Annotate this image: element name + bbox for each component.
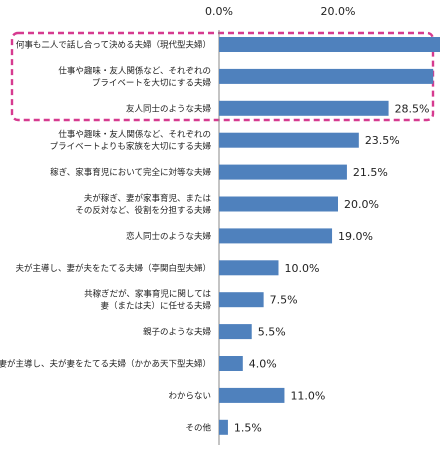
bar: [219, 100, 389, 116]
data-label: 23.5%: [365, 134, 400, 147]
x-tick-label: 20.0%: [321, 5, 356, 18]
bar: [219, 37, 440, 52]
data-label: 11.0%: [290, 389, 325, 402]
bars: 49.5%何事も二人で話し合って決める夫婦（現代型夫婦）36.0%仕事や趣味・友…: [0, 37, 440, 435]
category-label: 仕事や趣味・友人関係など、それぞれの: [58, 65, 211, 76]
data-label: 20.0%: [344, 198, 379, 211]
category-label: 夫が稼ぎ、妻が家事育児、または: [84, 193, 212, 204]
data-label: 5.5%: [258, 326, 286, 339]
data-label: 1.5%: [234, 421, 262, 434]
bar: [219, 260, 279, 276]
bar: [219, 68, 434, 84]
category-label: 共稼ぎだが、家事育児に関しては: [84, 289, 211, 300]
data-label: 10.0%: [285, 262, 320, 275]
category-label: 夫が主導し、妻が夫をたてる夫婦（亭関白型夫婦）: [15, 263, 211, 274]
data-label: 19.0%: [338, 230, 373, 243]
category-label: 恋人同士のような夫婦: [126, 231, 212, 242]
bar: [219, 419, 228, 435]
bar: [219, 132, 359, 148]
bar: [219, 292, 264, 308]
category-label: その反対など、役割を分担する夫婦: [75, 205, 211, 216]
category-label: 妻が主導し、夫が妻をたてる夫婦（かかあ天下型夫婦）: [0, 359, 211, 370]
category-label: 親子のような夫婦: [143, 327, 212, 338]
x-axis-ticks: 0.0%20.0%40.0%60.0%: [205, 5, 440, 18]
bar: [219, 324, 252, 340]
bar: [219, 387, 285, 403]
x-tick-label: 0.0%: [205, 5, 233, 18]
category-label: わからない: [168, 391, 211, 401]
bar: [219, 196, 338, 212]
data-label: 7.5%: [270, 294, 298, 307]
category-label: 友人同士のような夫婦: [126, 103, 212, 114]
bar: [219, 356, 243, 371]
data-label: 28.5%: [395, 102, 430, 115]
category-label: プライベートを大切にする夫婦: [92, 77, 212, 88]
category-label: 稼ぎ、家事育児において完全に対等な夫婦: [50, 167, 211, 178]
category-label: 仕事や趣味・友人関係など、それぞれの: [58, 129, 211, 140]
data-label: 4.0%: [249, 358, 277, 371]
data-label: 21.5%: [353, 166, 388, 179]
category-label: その他: [185, 422, 211, 433]
category-label: プライベートよりも家族を大切にする夫婦: [50, 141, 212, 152]
category-label: 妻（または夫）に任せる夫婦: [100, 301, 211, 312]
bar: [219, 164, 347, 180]
bar: [219, 228, 333, 244]
category-label: 何事も二人で話し合って決める夫婦（現代型夫婦）: [16, 40, 211, 51]
